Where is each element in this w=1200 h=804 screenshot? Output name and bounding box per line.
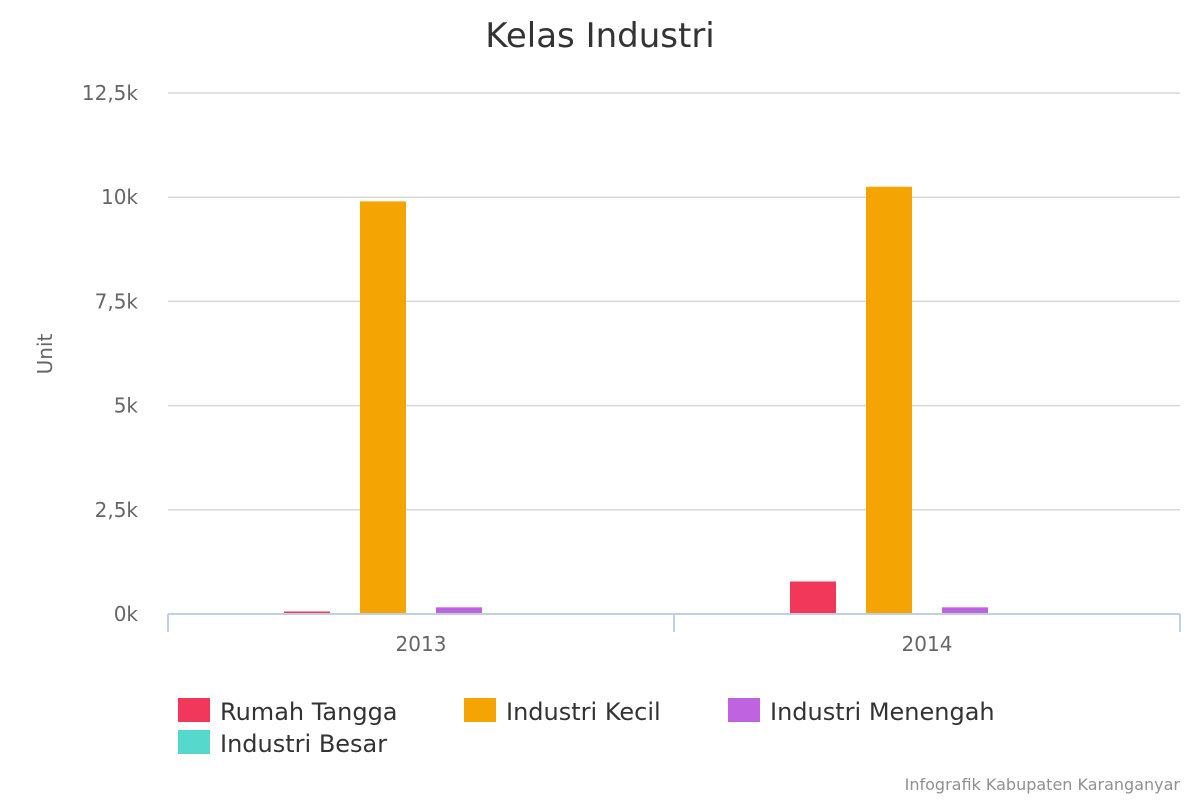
y-tick-label: 12,5k [82, 81, 139, 105]
legend-swatch [464, 698, 496, 722]
y-tick-label: 0k [114, 602, 139, 626]
chart-credit[interactable]: Infografik Kabupaten Karanganyar [905, 775, 1181, 794]
legend-label: Industri Besar [220, 730, 387, 758]
y-axis-ticks: 0k 2,5k 5k 7,5k 10k 12,5k [82, 81, 139, 626]
y-tick-label: 7,5k [95, 289, 139, 313]
bar-industri-kecil-2014 [866, 186, 912, 614]
bar-industri-kecil-2013 [360, 201, 406, 615]
bar-industri-menengah-2014 [942, 607, 988, 614]
y-tick-label: 10k [101, 185, 138, 209]
bars [284, 186, 988, 615]
legend-swatch [178, 698, 210, 722]
legend-swatch [728, 698, 760, 722]
legend-label: Industri Menengah [770, 698, 995, 726]
y-tick-label: 2,5k [95, 498, 139, 522]
legend-label: Rumah Tangga [220, 698, 398, 726]
legend-item[interactable]: Industri Kecil [464, 698, 661, 726]
legend-item[interactable]: Rumah Tangga [178, 698, 398, 726]
legend-label: Industri Kecil [506, 698, 661, 726]
bar-rumah-tangga-2014 [790, 581, 836, 614]
bar-rumah-tangga-2013 [284, 611, 330, 614]
legend-swatch [178, 730, 210, 754]
y-axis-label: Unit [33, 333, 57, 374]
gridlines [168, 92, 1180, 511]
x-tick-label: 2014 [902, 632, 953, 656]
legend-item[interactable]: Industri Menengah [728, 698, 995, 726]
y-tick-label: 5k [114, 394, 139, 418]
bar-industri-menengah-2013 [436, 607, 482, 614]
legend: Rumah Tangga Industri Kecil Industri Menen… [178, 698, 995, 758]
x-axis: 2013 2014 [167, 613, 1181, 656]
x-tick-label: 2013 [396, 632, 447, 656]
legend-item[interactable]: Industri Besar [178, 730, 387, 758]
chart-title: Kelas Industri [485, 16, 715, 56]
